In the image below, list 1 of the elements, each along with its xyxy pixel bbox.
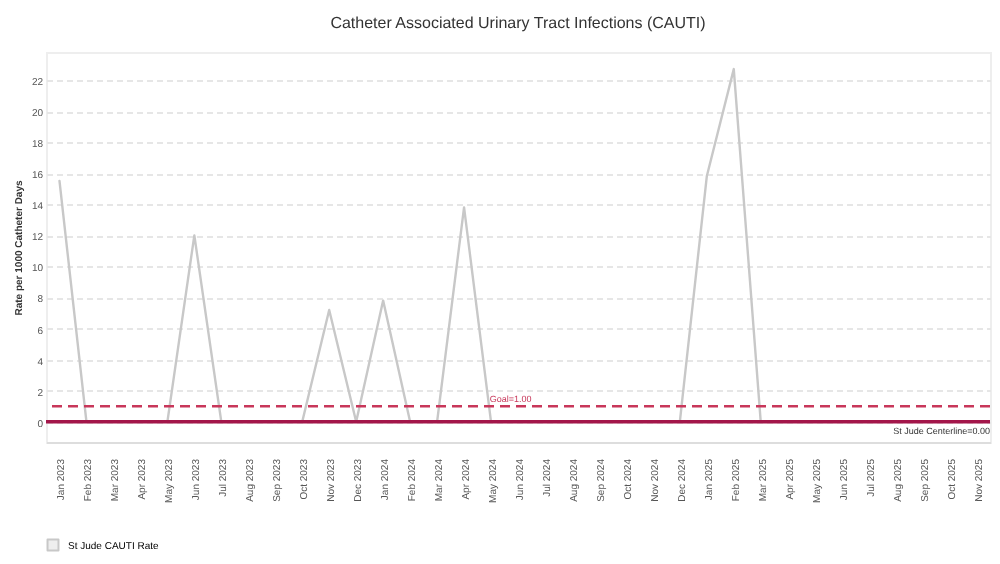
chart-title: Catheter Associated Urinary Tract Infections (CAUTI) xyxy=(330,14,707,32)
